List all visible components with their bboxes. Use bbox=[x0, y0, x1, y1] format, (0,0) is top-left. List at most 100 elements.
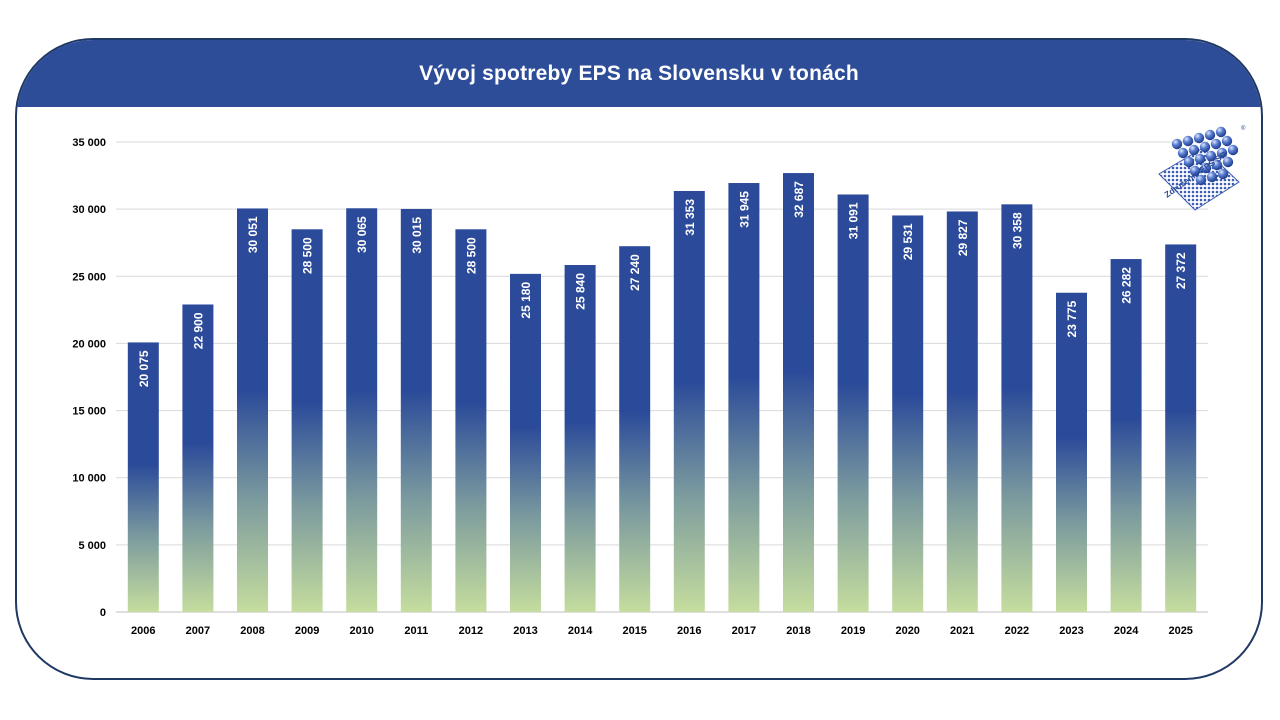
bar-value-label: 27 240 bbox=[628, 254, 642, 291]
logo-sphere bbox=[1221, 135, 1233, 147]
logo-sphere bbox=[1200, 162, 1212, 174]
bar-value-label: 30 358 bbox=[1010, 212, 1024, 249]
bar bbox=[783, 173, 814, 612]
bar-value-label: 28 500 bbox=[464, 237, 478, 274]
bar bbox=[182, 304, 214, 612]
bar bbox=[673, 190, 705, 612]
logo-sphere bbox=[1205, 150, 1217, 162]
y-tick-label: 15 000 bbox=[72, 406, 106, 418]
logo-sphere bbox=[1217, 168, 1229, 180]
chart-title: Vývoj spotreby EPS na Slovensku v tonách bbox=[419, 61, 859, 85]
logo-sphere bbox=[1199, 141, 1211, 153]
y-tick-label: 10 000 bbox=[72, 473, 106, 485]
bar-value-label: 27 372 bbox=[1174, 252, 1188, 289]
logo-sphere bbox=[1193, 132, 1205, 144]
x-tick-label: 2011 bbox=[404, 625, 428, 637]
x-tick-label: 2006 bbox=[131, 625, 155, 637]
bar-value-label: 29 827 bbox=[956, 219, 970, 256]
x-tick-label: 2018 bbox=[786, 625, 810, 637]
bar-value-label: 25 840 bbox=[574, 273, 588, 310]
y-tick-label: 20 000 bbox=[72, 338, 106, 350]
logo-sphere bbox=[1177, 147, 1189, 159]
logo-sphere bbox=[1216, 147, 1228, 159]
x-tick-label: 2021 bbox=[950, 625, 974, 637]
x-tick-label: 2007 bbox=[186, 625, 210, 637]
x-tick-label: 2025 bbox=[1168, 625, 1192, 637]
bar bbox=[237, 208, 268, 612]
x-tick-label: 2015 bbox=[622, 625, 646, 637]
bar-value-label: 30 051 bbox=[246, 216, 260, 253]
bar bbox=[1056, 292, 1087, 612]
bar-value-label: 28 500 bbox=[301, 237, 315, 274]
x-tick-label: 2013 bbox=[513, 625, 537, 637]
x-tick-label: 2010 bbox=[349, 625, 373, 637]
gridlines bbox=[116, 141, 1208, 613]
x-axis-ticks: 2006 2007 2008 2009 2010 2011 2012 2013 2014 2015… bbox=[131, 625, 1193, 637]
bar bbox=[291, 229, 323, 613]
bar bbox=[1001, 204, 1033, 612]
x-tick-label: 2008 bbox=[240, 625, 264, 637]
bar-value-label: 20 075 bbox=[137, 350, 151, 387]
bar bbox=[564, 265, 596, 612]
logo-sphere bbox=[1195, 174, 1207, 186]
y-tick-label: 35 000 bbox=[72, 137, 106, 149]
bar-value-label: 31 353 bbox=[683, 199, 697, 236]
logo-registered-mark: ® bbox=[1241, 125, 1246, 132]
logo-sphere bbox=[1194, 153, 1206, 165]
title-band: Vývoj spotreby EPS na Slovensku v tonách bbox=[17, 40, 1261, 107]
bar bbox=[619, 246, 651, 612]
logo-sphere bbox=[1188, 144, 1200, 156]
logo-sphere bbox=[1206, 171, 1218, 183]
y-tick-label: 0 bbox=[100, 607, 106, 619]
y-axis-ticks: 0 5 000 10 000 15 000 20 000 25 000 30 000 35 0… bbox=[72, 137, 106, 619]
bar bbox=[946, 211, 978, 612]
bar-value-label: 30 065 bbox=[355, 216, 369, 253]
bar-value-label: 29 531 bbox=[901, 223, 915, 260]
y-tick-label: 25 000 bbox=[72, 271, 106, 283]
bar-value-label: 26 282 bbox=[1120, 267, 1134, 304]
bar bbox=[127, 342, 159, 612]
eps-logo: Združenie EPS SR ® bbox=[1158, 125, 1246, 211]
x-tick-label: 2024 bbox=[1114, 625, 1139, 637]
bars: 20 075 22 900 30 051 28 500 30 065 30 015 28 5… bbox=[127, 173, 1197, 613]
bar bbox=[400, 208, 432, 613]
x-tick-label: 2017 bbox=[732, 625, 756, 637]
x-tick-label: 2014 bbox=[568, 625, 593, 637]
bar bbox=[1165, 244, 1197, 612]
bar-value-label: 30 015 bbox=[410, 217, 424, 254]
bar bbox=[455, 229, 487, 613]
bar bbox=[1110, 259, 1142, 612]
x-tick-label: 2012 bbox=[459, 625, 483, 637]
logo-sphere bbox=[1183, 156, 1195, 168]
x-tick-label: 2022 bbox=[1005, 625, 1029, 637]
bar-value-label: 23 775 bbox=[1065, 300, 1079, 337]
bar-value-label: 22 900 bbox=[191, 312, 205, 349]
logo-spheres-icon bbox=[1171, 126, 1239, 186]
x-tick-label: 2023 bbox=[1059, 625, 1083, 637]
logo-sphere bbox=[1222, 156, 1234, 168]
logo-sphere bbox=[1171, 138, 1183, 150]
x-tick-label: 2009 bbox=[295, 625, 319, 637]
y-tick-label: 5 000 bbox=[78, 540, 106, 552]
logo-sphere bbox=[1227, 144, 1239, 156]
bar bbox=[346, 208, 378, 612]
bar-value-label: 31 091 bbox=[847, 202, 861, 239]
bar bbox=[510, 273, 541, 612]
bar-value-label: 25 180 bbox=[519, 282, 533, 319]
logo-sphere bbox=[1210, 138, 1222, 150]
bar bbox=[837, 194, 869, 612]
bar-value-label: 32 687 bbox=[792, 181, 806, 218]
logo-sphere bbox=[1204, 129, 1216, 141]
logo-sphere bbox=[1215, 126, 1227, 138]
logo-sphere bbox=[1189, 165, 1201, 177]
logo-sphere bbox=[1211, 159, 1223, 171]
bar-value-label: 31 945 bbox=[737, 191, 751, 228]
y-tick-label: 30 000 bbox=[72, 204, 106, 216]
x-tick-label: 2020 bbox=[895, 625, 919, 637]
bar bbox=[892, 215, 924, 612]
x-tick-label: 2019 bbox=[841, 625, 865, 637]
bar bbox=[728, 183, 760, 612]
x-tick-label: 2016 bbox=[677, 625, 701, 637]
logo-sphere bbox=[1182, 135, 1194, 147]
